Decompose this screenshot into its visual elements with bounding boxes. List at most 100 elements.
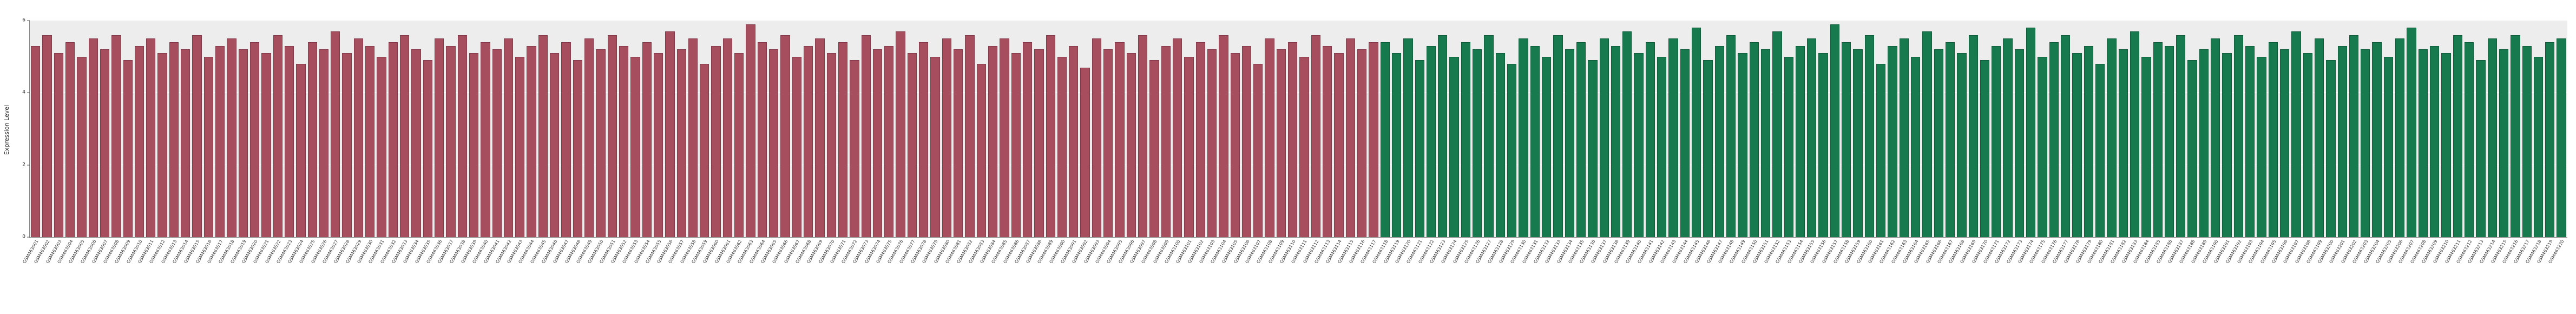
bar — [2084, 45, 2093, 237]
bar-column: GSM463061 — [714, 21, 733, 264]
bar — [2026, 28, 2036, 237]
bar — [1253, 64, 1263, 237]
bar — [1622, 31, 1632, 237]
bar — [1714, 45, 1724, 237]
bar-column: GSM463064 — [748, 21, 768, 264]
bar — [1507, 64, 1517, 237]
bar — [411, 49, 421, 237]
bar — [2268, 42, 2278, 237]
bar — [192, 35, 202, 237]
bar — [2326, 60, 2336, 237]
bar — [457, 35, 467, 237]
bar — [1380, 42, 1390, 237]
bar-column: GSM463069 — [806, 21, 825, 264]
bar-column: GSM463140 — [1625, 21, 1644, 264]
bar — [1046, 35, 1055, 237]
bar — [157, 53, 167, 237]
bar-column: GSM463013 — [160, 21, 180, 264]
bar — [446, 45, 456, 237]
bar-column: GSM463200 — [2317, 21, 2336, 264]
bar-column: GSM463060 — [702, 21, 721, 264]
bar-column: GSM463098 — [1141, 21, 1160, 264]
bar — [169, 42, 179, 237]
bar-column: GSM463042 — [495, 21, 514, 264]
bar — [1115, 42, 1125, 237]
bar-column: GSM463199 — [2305, 21, 2325, 264]
bar — [307, 42, 317, 237]
bar — [261, 53, 271, 237]
bar-column: GSM463117 — [1360, 21, 1379, 264]
bar-column: GSM463152 — [1764, 21, 1783, 264]
bar — [377, 56, 386, 237]
bar — [2199, 49, 2209, 237]
bar-column: GSM463132 — [1533, 21, 1552, 264]
bar-column: GSM463045 — [529, 21, 549, 264]
bar-column: GSM463169 — [1960, 21, 1979, 264]
bar — [861, 35, 871, 237]
bar — [2511, 35, 2520, 237]
bar-column: GSM463128 — [1487, 21, 1506, 264]
bar — [1530, 45, 1540, 237]
bar — [2279, 49, 2290, 237]
bar-column: GSM463057 — [668, 21, 687, 264]
bar — [1818, 53, 1828, 237]
bar — [492, 49, 502, 237]
bar — [2130, 31, 2140, 237]
bar — [711, 45, 721, 237]
bar-column: GSM463213 — [2467, 21, 2486, 264]
bar — [1403, 38, 1413, 237]
bar — [1899, 38, 1909, 237]
bar-column: GSM463109 — [1267, 21, 1287, 264]
bar — [630, 56, 640, 237]
bar-column: GSM463070 — [818, 21, 837, 264]
bar-column: GSM463083 — [968, 21, 987, 264]
bar-column: GSM463058 — [679, 21, 699, 264]
bar-column: GSM463136 — [1579, 21, 1598, 264]
bar — [1680, 49, 1690, 237]
bar-column: GSM463197 — [2283, 21, 2302, 264]
y-tick-label: 4 — [22, 89, 25, 95]
bar — [1830, 24, 1840, 237]
bar-column: GSM463066 — [772, 21, 791, 264]
bar-column: GSM463077 — [898, 21, 918, 264]
bar — [1311, 35, 1320, 237]
bar-column: GSM463005 — [68, 21, 87, 264]
bar-column: GSM463018 — [218, 21, 237, 264]
bar-column: GSM463167 — [1936, 21, 1956, 264]
bar — [503, 38, 514, 237]
y-tick: 0 — [22, 234, 30, 240]
bar-column: GSM463041 — [483, 21, 503, 264]
bar-column: GSM463126 — [1463, 21, 1483, 264]
bar — [1945, 42, 1955, 237]
bar-column: GSM463086 — [1002, 21, 1022, 264]
bar — [2441, 53, 2451, 237]
bar-column: GSM463220 — [2548, 21, 2567, 264]
bar-column: GSM463125 — [1452, 21, 1471, 264]
bar-column: GSM463201 — [2329, 21, 2348, 264]
bar-column: GSM463035 — [414, 21, 433, 264]
bar-column: GSM463185 — [2144, 21, 2164, 264]
bar — [1541, 56, 1552, 237]
bar-column: GSM463026 — [310, 21, 330, 264]
bar — [238, 49, 248, 237]
bar — [1415, 60, 1424, 237]
bar — [2499, 49, 2509, 237]
bar-column: GSM463082 — [956, 21, 975, 264]
bar — [700, 64, 709, 237]
bar — [988, 45, 998, 237]
bar — [676, 49, 686, 237]
bar-column: GSM463180 — [2086, 21, 2106, 264]
bar-column: GSM463097 — [1129, 21, 1148, 264]
bar — [400, 35, 410, 237]
bar — [1749, 42, 1759, 237]
bar-column: GSM463193 — [2236, 21, 2256, 264]
bar-column: GSM463130 — [1510, 21, 1529, 264]
bar-column: GSM463215 — [2490, 21, 2509, 264]
bar — [803, 45, 813, 237]
bar-column: GSM463096 — [1118, 21, 1137, 264]
bar — [1519, 38, 1528, 237]
bar — [2476, 60, 2486, 237]
bar-column: GSM463151 — [1752, 21, 1771, 264]
bar-column: GSM463219 — [2536, 21, 2555, 264]
bar-column: GSM463007 — [91, 21, 110, 264]
